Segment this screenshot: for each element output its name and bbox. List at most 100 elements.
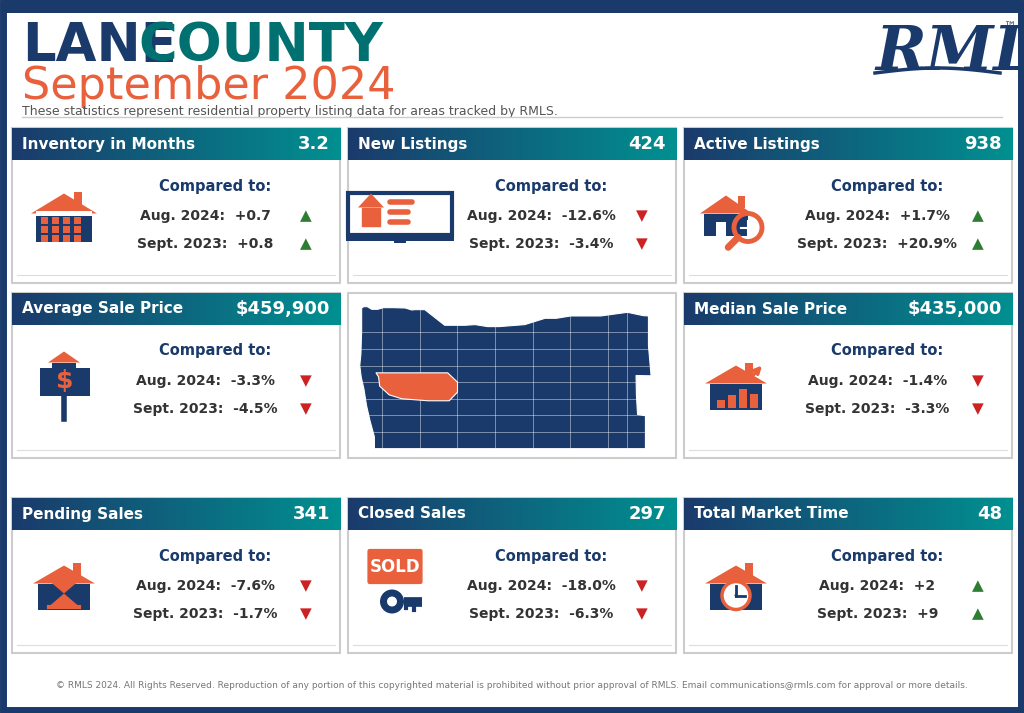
- FancyBboxPatch shape: [949, 498, 953, 530]
- FancyBboxPatch shape: [74, 226, 81, 233]
- FancyBboxPatch shape: [153, 128, 157, 160]
- FancyBboxPatch shape: [904, 498, 907, 530]
- FancyBboxPatch shape: [496, 498, 500, 530]
- FancyBboxPatch shape: [294, 293, 298, 325]
- FancyBboxPatch shape: [564, 128, 568, 160]
- FancyBboxPatch shape: [476, 128, 479, 160]
- FancyBboxPatch shape: [659, 128, 664, 160]
- FancyBboxPatch shape: [36, 213, 92, 242]
- FancyBboxPatch shape: [943, 293, 947, 325]
- FancyBboxPatch shape: [74, 235, 81, 242]
- FancyBboxPatch shape: [41, 217, 47, 224]
- FancyBboxPatch shape: [65, 128, 69, 160]
- FancyBboxPatch shape: [337, 293, 341, 325]
- FancyBboxPatch shape: [108, 128, 111, 160]
- FancyBboxPatch shape: [163, 128, 167, 160]
- FancyBboxPatch shape: [400, 498, 404, 530]
- FancyBboxPatch shape: [400, 128, 404, 160]
- Text: 341: 341: [293, 505, 330, 523]
- FancyBboxPatch shape: [802, 293, 806, 325]
- FancyBboxPatch shape: [739, 389, 746, 408]
- FancyBboxPatch shape: [512, 128, 516, 160]
- FancyBboxPatch shape: [564, 498, 568, 530]
- FancyBboxPatch shape: [120, 293, 124, 325]
- FancyBboxPatch shape: [334, 128, 337, 160]
- FancyBboxPatch shape: [130, 293, 134, 325]
- Text: Aug. 2024:  -12.6%: Aug. 2024: -12.6%: [467, 209, 615, 223]
- FancyBboxPatch shape: [493, 128, 496, 160]
- FancyBboxPatch shape: [228, 128, 232, 160]
- FancyBboxPatch shape: [103, 128, 108, 160]
- FancyBboxPatch shape: [891, 293, 894, 325]
- FancyBboxPatch shape: [815, 293, 819, 325]
- FancyBboxPatch shape: [933, 293, 937, 325]
- FancyBboxPatch shape: [313, 498, 317, 530]
- FancyBboxPatch shape: [839, 128, 842, 160]
- FancyBboxPatch shape: [805, 293, 809, 325]
- FancyBboxPatch shape: [281, 498, 285, 530]
- FancyBboxPatch shape: [222, 293, 225, 325]
- FancyBboxPatch shape: [634, 498, 637, 530]
- FancyBboxPatch shape: [215, 498, 219, 530]
- FancyBboxPatch shape: [74, 192, 82, 205]
- FancyBboxPatch shape: [460, 128, 463, 160]
- FancyBboxPatch shape: [443, 128, 446, 160]
- FancyBboxPatch shape: [653, 498, 656, 530]
- FancyBboxPatch shape: [756, 293, 760, 325]
- FancyBboxPatch shape: [930, 498, 934, 530]
- FancyBboxPatch shape: [894, 293, 898, 325]
- FancyBboxPatch shape: [802, 128, 806, 160]
- FancyBboxPatch shape: [35, 498, 39, 530]
- FancyBboxPatch shape: [281, 128, 285, 160]
- FancyBboxPatch shape: [776, 293, 779, 325]
- FancyBboxPatch shape: [1002, 128, 1006, 160]
- FancyBboxPatch shape: [600, 128, 604, 160]
- FancyBboxPatch shape: [963, 498, 967, 530]
- FancyBboxPatch shape: [673, 498, 677, 530]
- FancyBboxPatch shape: [953, 498, 956, 530]
- FancyBboxPatch shape: [848, 498, 852, 530]
- Polygon shape: [362, 207, 380, 225]
- Text: Sept. 2023:  -4.5%: Sept. 2023: -4.5%: [133, 402, 278, 416]
- Text: 424: 424: [629, 135, 666, 153]
- FancyBboxPatch shape: [288, 293, 291, 325]
- FancyBboxPatch shape: [518, 128, 522, 160]
- FancyBboxPatch shape: [531, 128, 536, 160]
- FancyBboxPatch shape: [117, 293, 121, 325]
- FancyBboxPatch shape: [45, 293, 48, 325]
- FancyBboxPatch shape: [512, 498, 516, 530]
- FancyBboxPatch shape: [100, 293, 104, 325]
- FancyBboxPatch shape: [522, 128, 525, 160]
- FancyBboxPatch shape: [545, 128, 549, 160]
- FancyBboxPatch shape: [54, 498, 58, 530]
- FancyBboxPatch shape: [690, 498, 694, 530]
- FancyBboxPatch shape: [604, 128, 607, 160]
- FancyBboxPatch shape: [989, 128, 993, 160]
- FancyBboxPatch shape: [897, 128, 901, 160]
- FancyBboxPatch shape: [782, 293, 786, 325]
- FancyBboxPatch shape: [1006, 128, 1010, 160]
- FancyBboxPatch shape: [58, 498, 61, 530]
- FancyBboxPatch shape: [368, 498, 372, 530]
- FancyBboxPatch shape: [153, 498, 157, 530]
- FancyBboxPatch shape: [845, 498, 849, 530]
- FancyBboxPatch shape: [835, 293, 839, 325]
- FancyBboxPatch shape: [743, 498, 746, 530]
- FancyBboxPatch shape: [910, 293, 914, 325]
- FancyBboxPatch shape: [650, 498, 653, 530]
- Text: $: $: [56, 369, 74, 394]
- FancyBboxPatch shape: [561, 128, 565, 160]
- FancyBboxPatch shape: [992, 128, 996, 160]
- FancyBboxPatch shape: [378, 128, 381, 160]
- FancyBboxPatch shape: [26, 128, 29, 160]
- FancyBboxPatch shape: [567, 128, 571, 160]
- FancyBboxPatch shape: [937, 128, 940, 160]
- FancyBboxPatch shape: [173, 293, 176, 325]
- FancyBboxPatch shape: [62, 226, 70, 233]
- FancyBboxPatch shape: [420, 128, 424, 160]
- FancyBboxPatch shape: [97, 498, 101, 530]
- FancyBboxPatch shape: [103, 498, 108, 530]
- FancyBboxPatch shape: [278, 498, 282, 530]
- Text: Compared to:: Compared to:: [831, 178, 943, 193]
- FancyBboxPatch shape: [387, 128, 391, 160]
